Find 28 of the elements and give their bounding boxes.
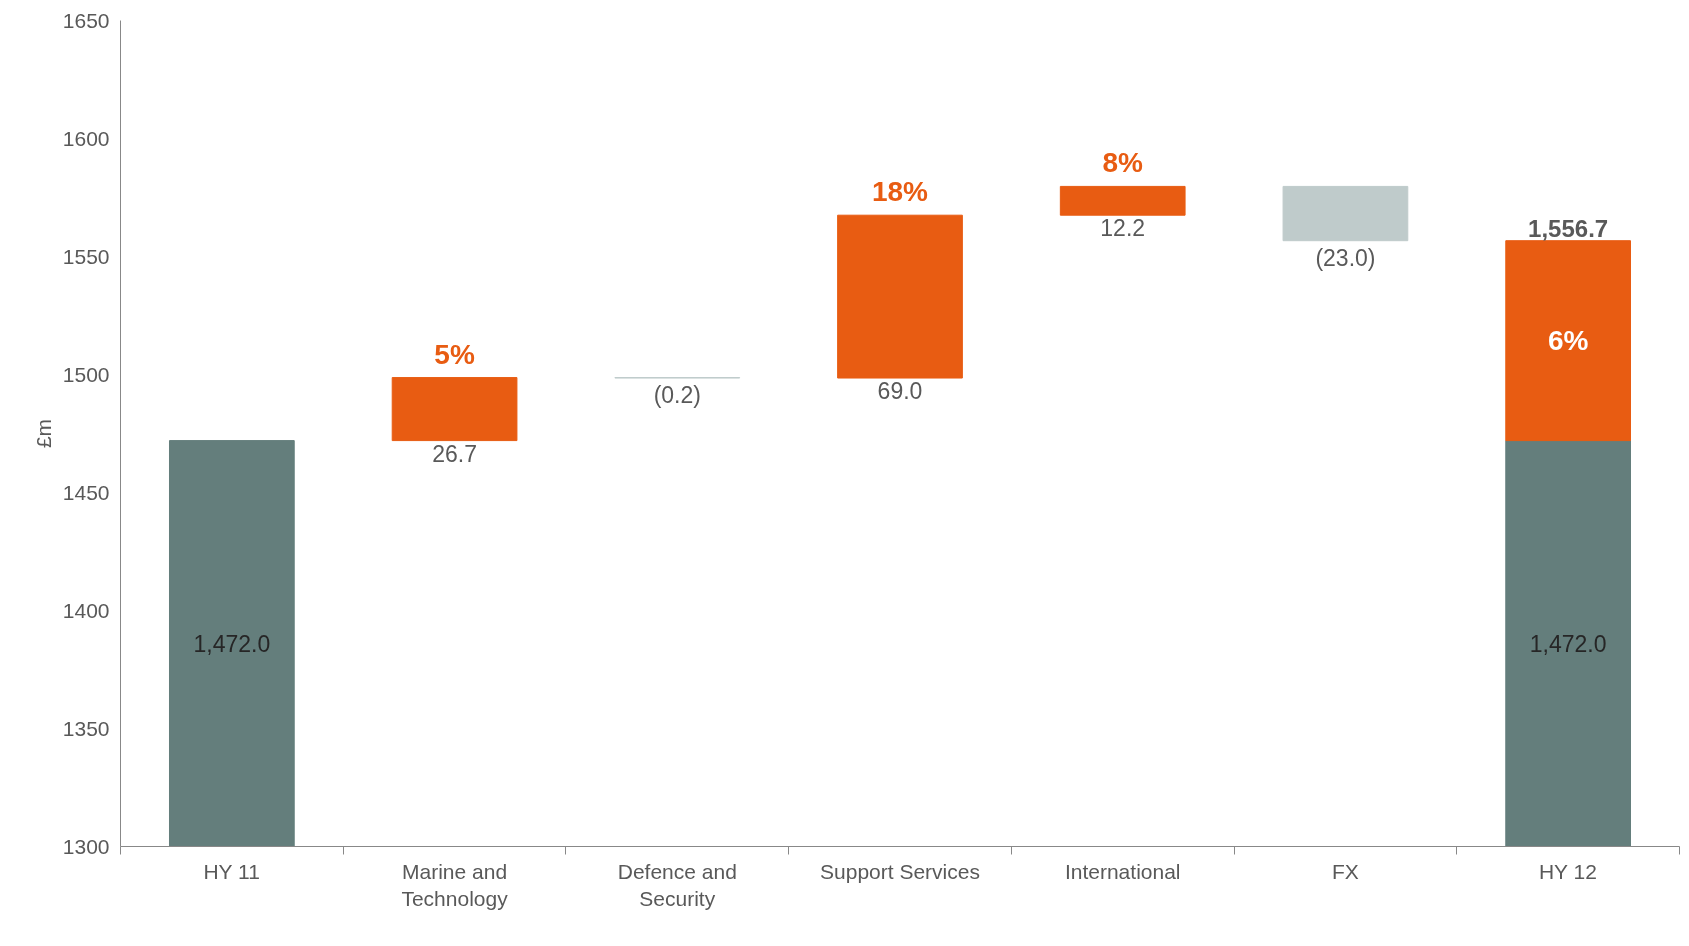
annotation: 5% (434, 338, 475, 370)
y-tick-label: 1500 (62, 362, 110, 386)
data-label: 12.2 (1100, 215, 1146, 242)
annotation: 6% (1547, 325, 1589, 357)
data-label: 1,472.0 (1529, 631, 1607, 658)
data-label: 1,472.0 (193, 631, 271, 658)
data-label: (23.0) (1315, 244, 1376, 271)
x-tick-label: Marine and Technology (401, 859, 509, 911)
data-label: 69.0 (877, 378, 923, 405)
y-tick-label: 1600 (62, 126, 110, 150)
annotation: 8% (1102, 147, 1144, 179)
annotation: 1,556.7 (1528, 214, 1609, 242)
x-tick-label: Support Services (820, 859, 980, 883)
y-tick-label: 1350 (62, 716, 110, 740)
y-tick-label: 1550 (62, 244, 110, 268)
data-label: 26.7 (432, 440, 477, 467)
x-tick-label: HY 12 (1538, 859, 1597, 883)
x-tick-label: FX (1332, 859, 1359, 883)
y-axis-title: £m (31, 418, 55, 449)
y-tick-label: 1400 (62, 598, 110, 622)
annotation: 18% (871, 176, 929, 208)
data-label: (0.2) (653, 382, 701, 409)
x-tick-label: HY 11 (203, 859, 260, 883)
x-tick-label: International (1064, 859, 1181, 883)
y-tick-label: 1650 (62, 8, 110, 32)
x-tick-label: Defence and Security (617, 859, 737, 911)
y-tick-label: 1450 (62, 480, 110, 504)
y-tick-label: 1300 (62, 834, 110, 858)
